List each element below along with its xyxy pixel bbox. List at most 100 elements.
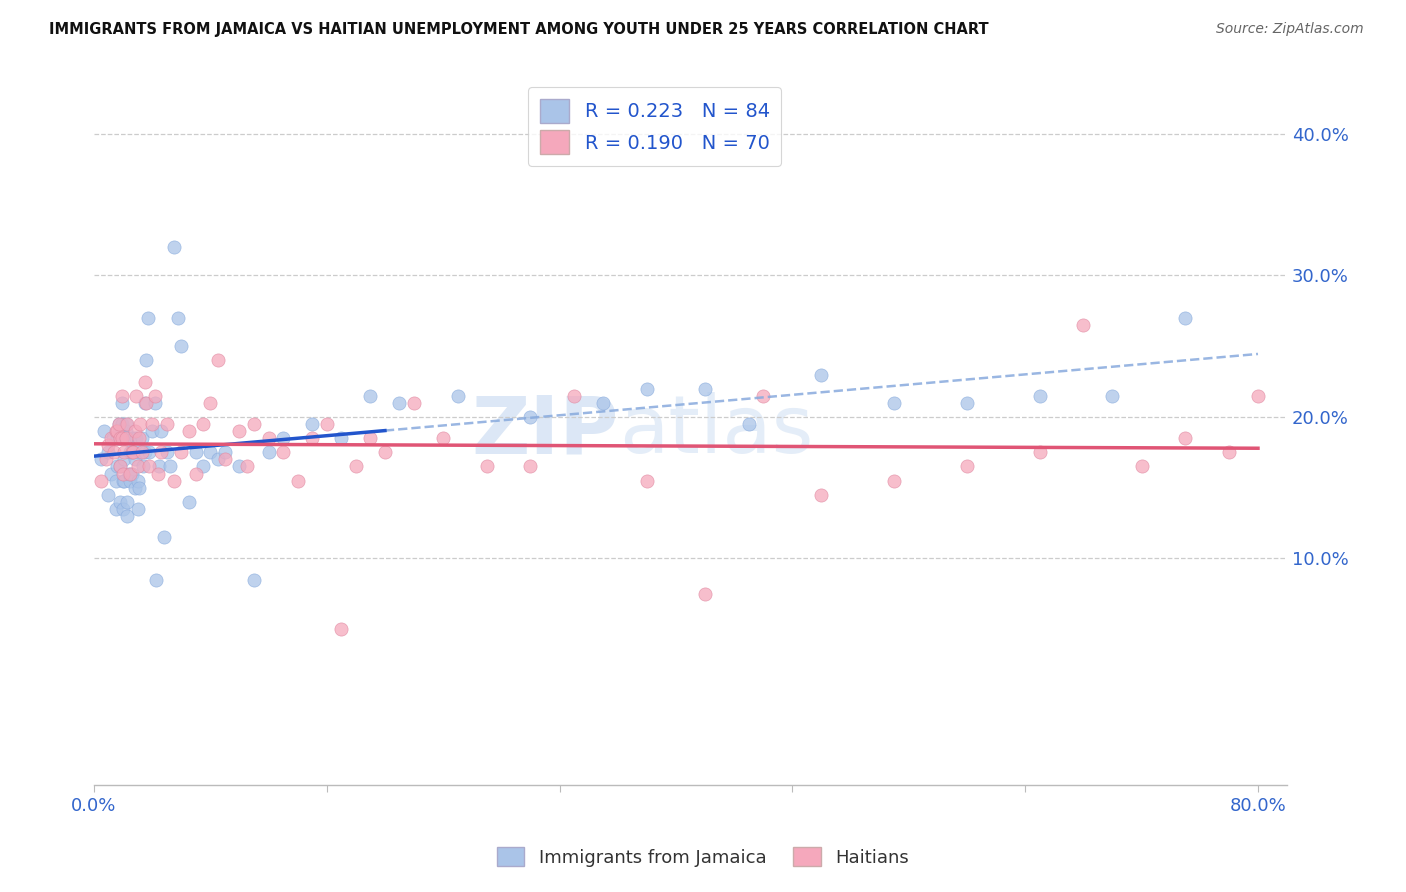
Point [129, 445, 152, 459]
Point [163, 240, 186, 254]
Point [359, 389, 381, 403]
Point [103, 445, 125, 459]
Point [131, 431, 153, 445]
Point [149, 445, 172, 459]
Point [184, 445, 207, 459]
Point [301, 417, 323, 431]
Text: ZIP: ZIP [471, 392, 619, 470]
Point [152, 530, 174, 544]
Point [135, 353, 157, 368]
Point [129, 417, 152, 431]
Point [1130, 459, 1153, 474]
Point [143, 389, 166, 403]
Point [1174, 310, 1197, 325]
Point [108, 431, 131, 445]
Point [141, 424, 163, 438]
Point [883, 396, 905, 410]
Point [134, 375, 156, 389]
Point [101, 431, 124, 445]
Text: Source: ZipAtlas.com: Source: ZipAtlas.com [1216, 22, 1364, 37]
Point [121, 445, 143, 459]
Point [90, 474, 112, 488]
Point [200, 396, 222, 410]
Point [105, 424, 128, 438]
Legend: Immigrants from Jamaica, Haitians: Immigrants from Jamaica, Haitians [491, 840, 915, 874]
Point [1218, 445, 1240, 459]
Point [315, 417, 337, 431]
Point [90, 452, 112, 467]
Point [1073, 318, 1095, 332]
Point [97, 445, 120, 459]
Point [127, 459, 149, 474]
Point [271, 431, 294, 445]
Point [145, 573, 167, 587]
Point [177, 424, 200, 438]
Point [127, 474, 149, 488]
Point [124, 452, 146, 467]
Point [121, 467, 143, 481]
Point [115, 431, 138, 445]
Point [1028, 389, 1050, 403]
Point [287, 474, 309, 488]
Legend: R = 0.223   N = 84, R = 0.190   N = 70: R = 0.223 N = 84, R = 0.190 N = 70 [529, 87, 782, 166]
Point [120, 445, 142, 459]
Text: atlas: atlas [619, 392, 813, 470]
Point [207, 353, 229, 368]
Point [752, 389, 775, 403]
Point [243, 573, 266, 587]
Point [110, 396, 132, 410]
Point [125, 431, 148, 445]
Point [184, 467, 207, 481]
Point [330, 431, 353, 445]
Point [374, 445, 396, 459]
Point [636, 382, 658, 396]
Point [117, 417, 139, 431]
Point [112, 502, 135, 516]
Point [1101, 389, 1123, 403]
Point [118, 467, 141, 481]
Point [301, 431, 323, 445]
Point [108, 495, 131, 509]
Point [120, 467, 142, 481]
Point [117, 508, 139, 523]
Point [191, 459, 214, 474]
Point [271, 445, 294, 459]
Point [124, 481, 146, 495]
Point [214, 452, 236, 467]
Point [110, 417, 132, 431]
Point [636, 474, 658, 488]
Point [693, 587, 716, 601]
Point [447, 389, 470, 403]
Point [159, 459, 181, 474]
Point [128, 431, 150, 445]
Point [94, 452, 117, 467]
Point [956, 459, 979, 474]
Point [108, 459, 131, 474]
Point [93, 424, 115, 438]
Point [112, 467, 135, 481]
Point [562, 389, 585, 403]
Point [138, 459, 160, 474]
Point [112, 474, 135, 488]
Point [107, 417, 129, 431]
Point [105, 459, 128, 474]
Point [214, 445, 236, 459]
Point [114, 431, 136, 445]
Point [1174, 431, 1197, 445]
Point [883, 474, 905, 488]
Point [344, 459, 367, 474]
Point [117, 495, 139, 509]
Point [122, 431, 145, 445]
Point [107, 417, 129, 431]
Point [131, 445, 153, 459]
Point [191, 417, 214, 431]
Point [330, 622, 353, 636]
Point [125, 389, 148, 403]
Point [141, 417, 163, 431]
Point [475, 459, 498, 474]
Point [200, 445, 222, 459]
Point [104, 424, 127, 438]
Point [115, 424, 138, 438]
Point [207, 452, 229, 467]
Point [519, 459, 541, 474]
